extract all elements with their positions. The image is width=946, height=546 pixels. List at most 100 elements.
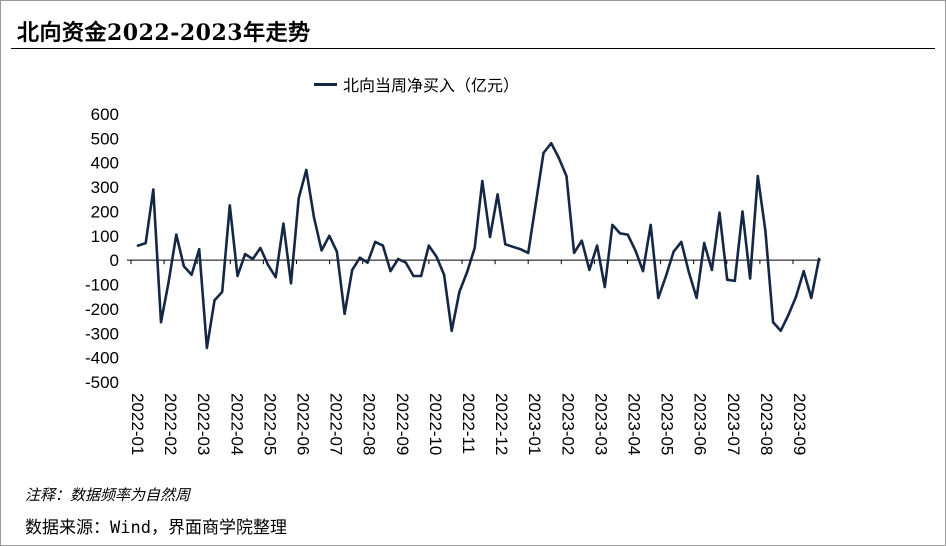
data-point bbox=[794, 295, 798, 298]
data-point bbox=[481, 179, 484, 183]
y-tick-label: -100 bbox=[85, 276, 119, 295]
data-point bbox=[680, 240, 683, 244]
y-tick-label: 0 bbox=[110, 251, 119, 270]
data-point bbox=[412, 274, 415, 278]
data-point bbox=[136, 244, 140, 247]
data-point bbox=[458, 290, 461, 294]
data-point bbox=[534, 201, 538, 205]
data-point bbox=[550, 142, 553, 145]
data-point bbox=[527, 251, 530, 255]
y-tick-label: 400 bbox=[91, 154, 119, 173]
data-point bbox=[297, 196, 300, 200]
data-point bbox=[542, 151, 545, 155]
y-tick-label: -400 bbox=[85, 349, 119, 368]
x-tick-label: 2023-04 bbox=[625, 393, 644, 455]
data-point bbox=[312, 216, 316, 219]
legend-label: 北向当周净买入（亿元） bbox=[343, 76, 520, 95]
data-point bbox=[649, 223, 652, 227]
data-point bbox=[603, 285, 606, 289]
data-point bbox=[672, 250, 675, 253]
x-tick-label: 2023-03 bbox=[591, 393, 610, 455]
data-point bbox=[259, 246, 262, 250]
x-tick-label: 2022-01 bbox=[128, 393, 147, 455]
data-point bbox=[519, 248, 522, 251]
footnote: 注释：数据频率为自然周 bbox=[25, 486, 191, 504]
data-point bbox=[427, 244, 430, 247]
x-tick-label: 2023-07 bbox=[724, 393, 743, 455]
x-tick-label: 2023-06 bbox=[691, 393, 710, 455]
data-point bbox=[282, 222, 285, 225]
data-point bbox=[726, 278, 729, 281]
data-point bbox=[496, 193, 499, 196]
data-point bbox=[404, 261, 407, 264]
data-point bbox=[274, 276, 277, 279]
data-point bbox=[442, 273, 446, 276]
data-source: 数据来源：Wind，界面商学院整理 bbox=[25, 518, 287, 538]
data-point bbox=[626, 233, 629, 236]
data-point bbox=[741, 210, 744, 213]
x-tick-label: 2022-08 bbox=[360, 393, 379, 455]
data-point bbox=[488, 235, 492, 239]
x-tick-label: 2022-05 bbox=[260, 393, 279, 455]
data-point bbox=[397, 257, 400, 261]
data-point bbox=[152, 188, 155, 191]
data-point bbox=[710, 268, 714, 272]
x-tick-label: 2022-06 bbox=[294, 393, 313, 455]
data-point bbox=[802, 269, 805, 273]
data-point bbox=[703, 241, 706, 245]
data-point bbox=[695, 296, 698, 300]
data-point bbox=[641, 269, 645, 273]
data-point bbox=[764, 229, 767, 233]
data-point bbox=[465, 271, 469, 274]
data-point bbox=[664, 274, 668, 278]
data-point bbox=[167, 280, 170, 284]
chart-title: 北向资金2022-2023年走势 bbox=[17, 20, 311, 46]
data-point bbox=[374, 240, 377, 244]
data-point bbox=[473, 246, 476, 250]
data-point bbox=[511, 245, 515, 248]
legend: 北向当周净买入（亿元） bbox=[314, 72, 519, 96]
data-point bbox=[182, 265, 186, 268]
data-point bbox=[190, 273, 193, 276]
data-point bbox=[198, 248, 201, 251]
y-tick-label: 500 bbox=[91, 129, 119, 148]
data-point bbox=[771, 321, 775, 324]
x-tick-label: 2023-08 bbox=[757, 393, 776, 455]
data-point bbox=[756, 174, 759, 178]
data-point bbox=[572, 251, 576, 255]
data-point bbox=[787, 313, 790, 317]
data-point bbox=[381, 244, 385, 247]
x-tick-label: 2023-02 bbox=[558, 393, 577, 455]
data-point bbox=[817, 257, 821, 261]
data-point bbox=[595, 244, 599, 247]
data-point bbox=[159, 321, 163, 324]
data-point bbox=[175, 233, 178, 236]
data-point bbox=[328, 234, 331, 237]
data-point bbox=[435, 255, 438, 258]
data-point bbox=[228, 204, 231, 207]
data-point bbox=[144, 241, 147, 245]
data-point bbox=[687, 271, 691, 274]
x-tick-label: 2022-12 bbox=[492, 393, 511, 455]
data-point bbox=[733, 279, 736, 283]
data-point bbox=[657, 296, 660, 300]
y-tick-label: 300 bbox=[91, 178, 119, 197]
y-tick-label: 100 bbox=[91, 227, 119, 246]
y-tick-label: -500 bbox=[85, 373, 119, 392]
data-point bbox=[779, 329, 782, 332]
data-point bbox=[580, 239, 583, 242]
data-point bbox=[320, 249, 323, 252]
x-tick-label: 2022-02 bbox=[161, 393, 180, 455]
data-point bbox=[748, 277, 752, 280]
data-point bbox=[221, 290, 224, 294]
x-tick-label: 2022-03 bbox=[194, 393, 213, 455]
x-tick-label: 2022-04 bbox=[227, 393, 246, 455]
data-point bbox=[611, 223, 614, 227]
y-tick-label: -300 bbox=[85, 324, 119, 343]
title-divider bbox=[11, 48, 935, 49]
x-tick-label: 2023-09 bbox=[790, 393, 809, 455]
y-tick-label: 200 bbox=[91, 202, 119, 221]
y-tick-label: -200 bbox=[85, 300, 119, 319]
data-point bbox=[335, 250, 339, 253]
